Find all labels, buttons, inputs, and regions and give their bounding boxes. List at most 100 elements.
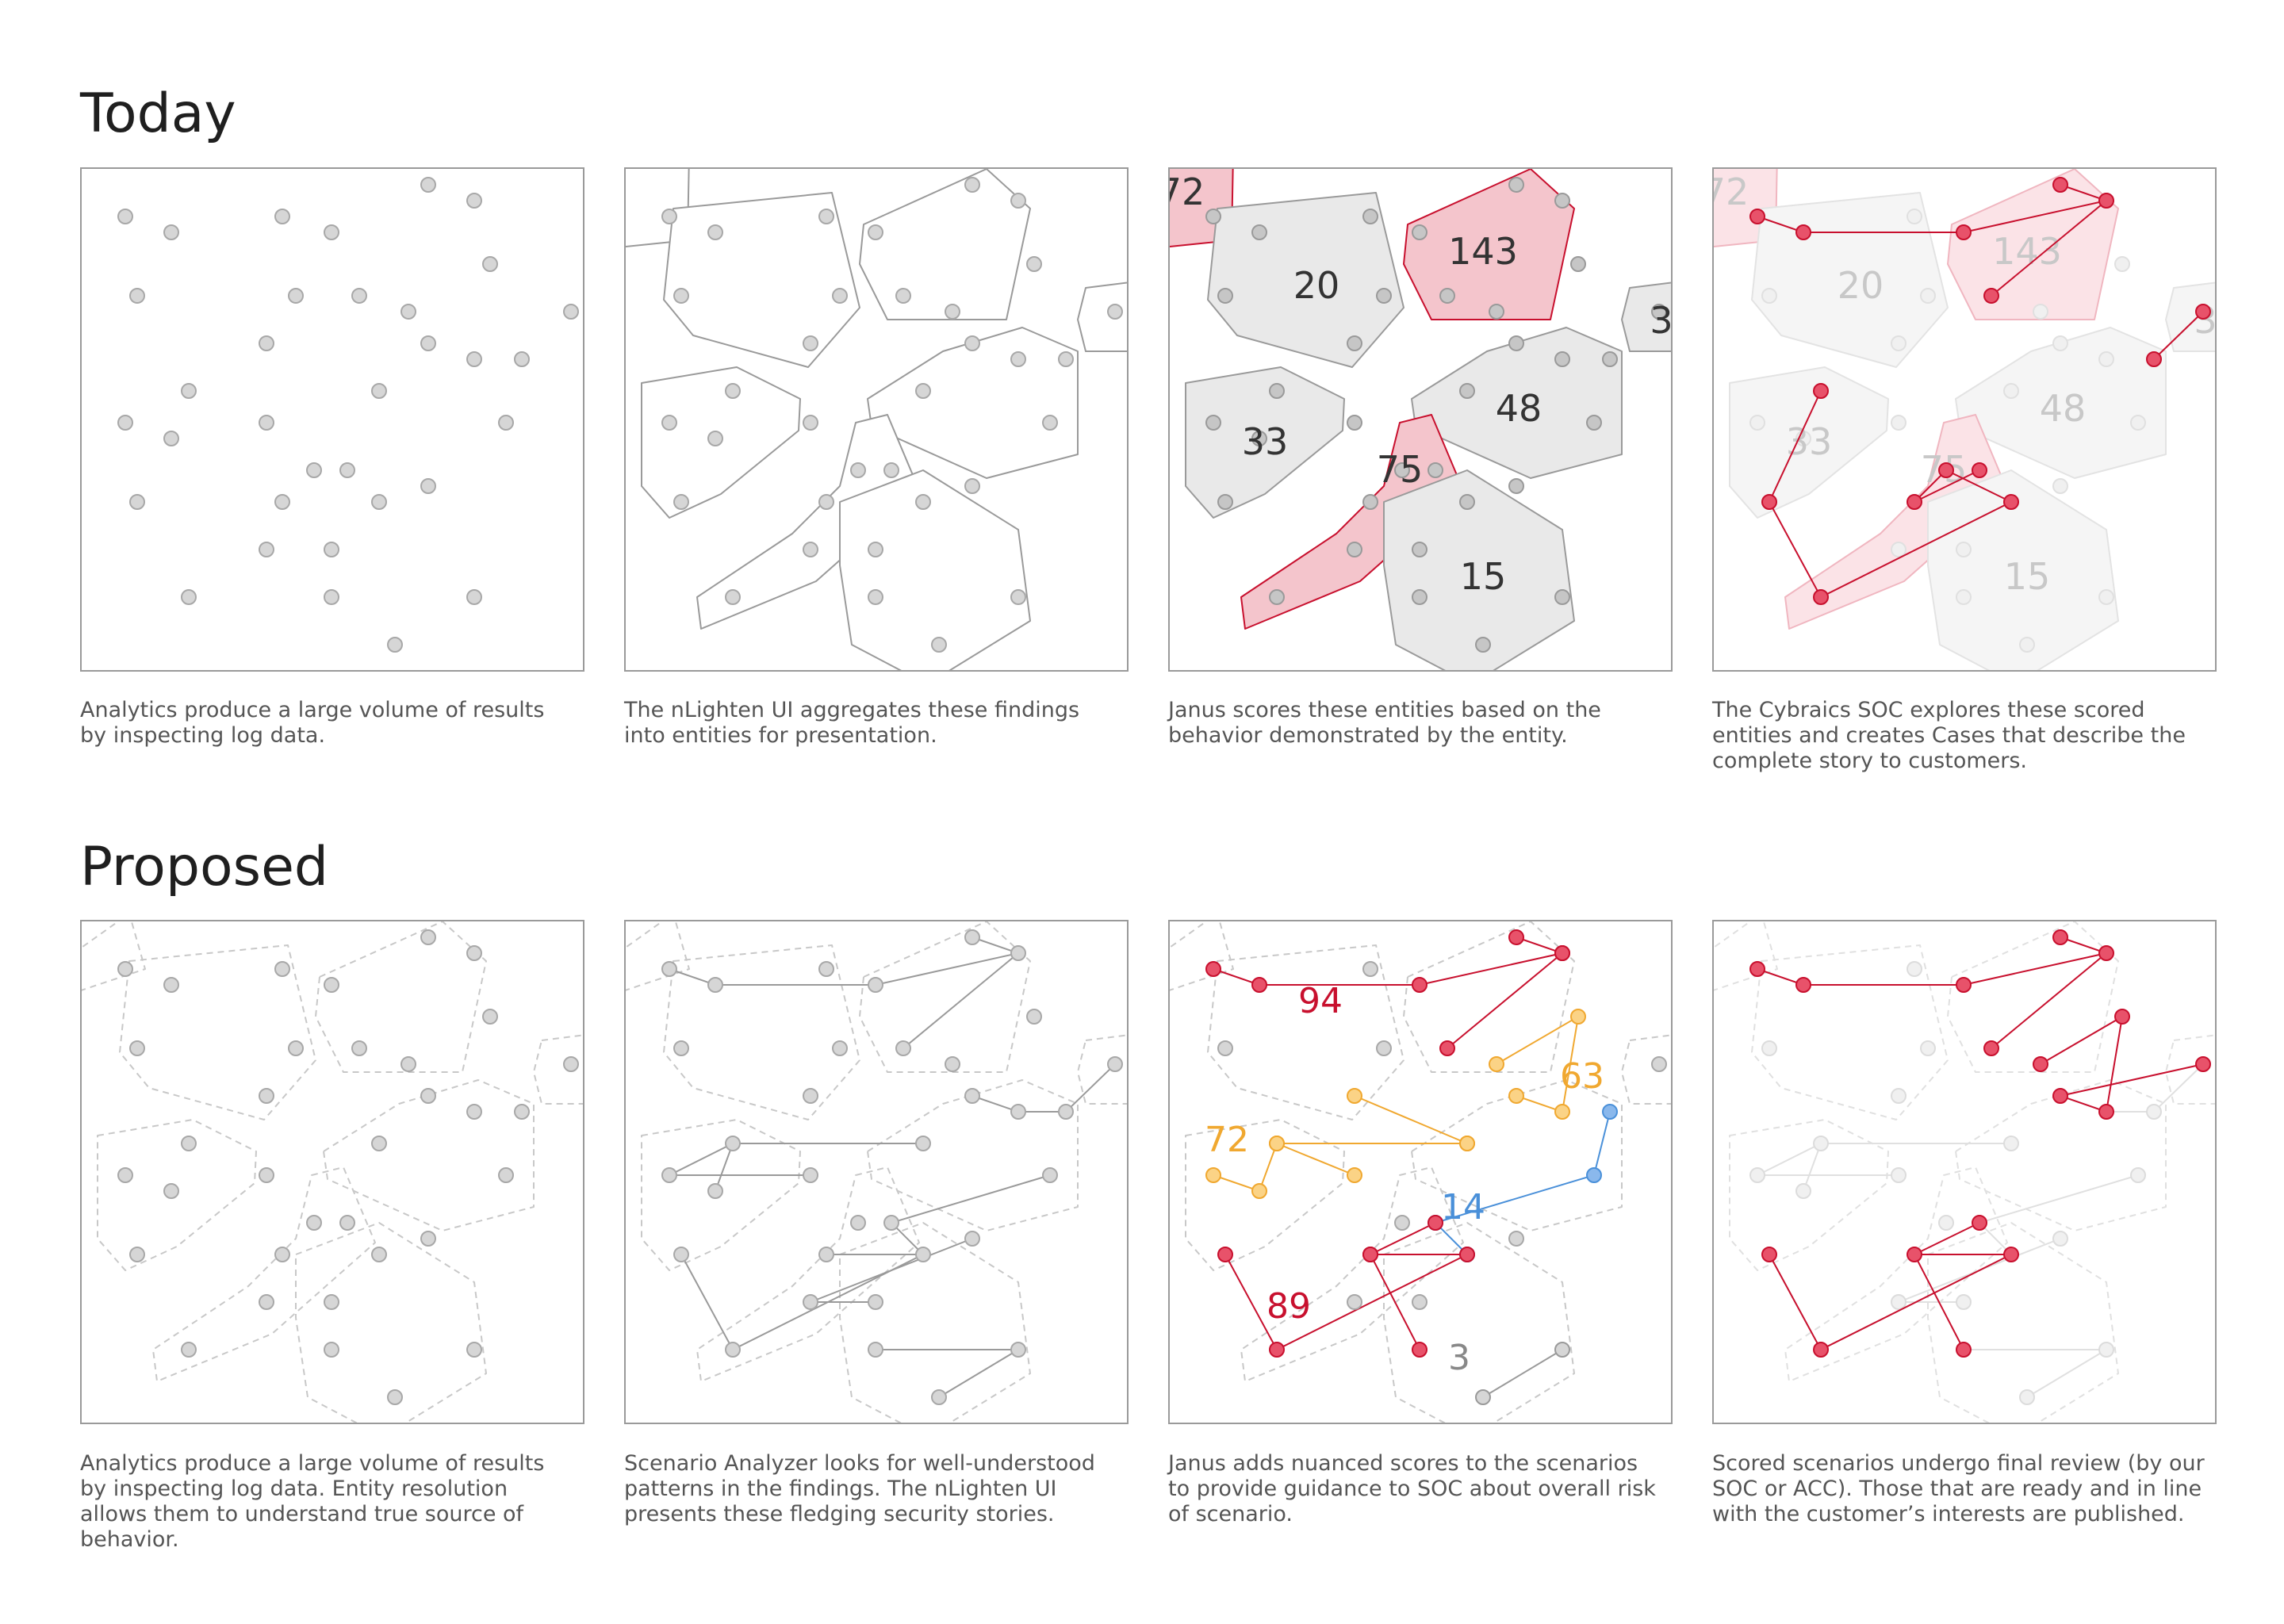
today-scored-diagram: 7220143333487515 bbox=[1170, 169, 1671, 670]
entity-dashed-outline bbox=[1207, 944, 1405, 1120]
finding-node bbox=[915, 494, 931, 510]
finding-node bbox=[945, 304, 960, 320]
finding-node bbox=[964, 478, 980, 494]
finding-node bbox=[1651, 304, 1667, 320]
finding-node bbox=[466, 589, 482, 605]
finding-node bbox=[883, 1215, 899, 1231]
entity-shape bbox=[1403, 169, 1575, 320]
entity-score: 48 bbox=[1496, 387, 1542, 430]
proposed-scored-diagram: 94 72 63 14 89 3 bbox=[1170, 921, 1671, 1423]
finding-node-faded bbox=[2003, 1136, 2019, 1151]
scored-scenario-node bbox=[1269, 1342, 1285, 1358]
finding-node bbox=[274, 209, 290, 224]
scored-scenario-node bbox=[1475, 1389, 1491, 1405]
finding-node bbox=[1362, 209, 1378, 224]
finding-node bbox=[707, 1183, 723, 1199]
entity-dashed-outline bbox=[1751, 944, 1949, 1120]
scored-scenario-link bbox=[1224, 1222, 1468, 1351]
finding-node bbox=[1602, 351, 1618, 367]
finding-node-faded bbox=[1891, 1167, 1907, 1183]
scored-scenario-node bbox=[1205, 961, 1221, 977]
finding-node bbox=[1269, 589, 1285, 605]
entity-dashed-outline bbox=[119, 944, 316, 1120]
scenario-link bbox=[971, 1063, 1116, 1113]
finding-node bbox=[288, 1040, 304, 1056]
entity-dashed-outline bbox=[1714, 921, 1778, 991]
finding-node-faded bbox=[2052, 335, 2068, 351]
finding-node bbox=[868, 224, 883, 240]
finding-node bbox=[117, 209, 133, 224]
finding-node bbox=[1010, 1104, 1026, 1120]
case-node bbox=[1813, 589, 1829, 605]
finding-node bbox=[673, 288, 689, 304]
finding-node bbox=[466, 351, 482, 367]
entity-score: 75 bbox=[1377, 448, 1424, 491]
today-heading: Today bbox=[80, 82, 236, 145]
finding-node bbox=[818, 961, 834, 977]
entity-dashed-outline bbox=[97, 1119, 257, 1271]
entity-dashed-outline bbox=[1411, 1079, 1623, 1231]
finding-node bbox=[129, 1040, 145, 1056]
finding-node bbox=[1107, 304, 1123, 320]
today-caption-4: The Cybraics SOC explores these scored e… bbox=[1712, 698, 2186, 773]
scored-scenario-node bbox=[1205, 1167, 1221, 1183]
scored-scenario-node bbox=[1217, 1247, 1233, 1262]
published-scenario-link bbox=[1769, 1222, 2012, 1351]
finding-node bbox=[725, 383, 741, 399]
finding-node-faded bbox=[1956, 1294, 1972, 1310]
finding-node-faded bbox=[1907, 209, 1922, 224]
published-scenario-node bbox=[2098, 945, 2114, 961]
case-node bbox=[1983, 288, 1999, 304]
finding-node bbox=[181, 1342, 197, 1358]
finding-node bbox=[117, 961, 133, 977]
entity-outline bbox=[859, 169, 1031, 320]
finding-node bbox=[563, 304, 579, 320]
published-scenario-node bbox=[1795, 977, 1811, 993]
published-scenario-node bbox=[2114, 1009, 2130, 1025]
scored-scenario-link bbox=[1496, 1015, 1580, 1113]
scored-scenario-node bbox=[1459, 1136, 1475, 1151]
finding-node bbox=[351, 1040, 367, 1056]
scored-scenario-link bbox=[1482, 1349, 1563, 1398]
finding-node-faded bbox=[2019, 637, 2035, 653]
entity-score: 15 bbox=[1460, 555, 1507, 598]
finding-node bbox=[818, 1247, 834, 1262]
proposed-panel-published bbox=[1712, 920, 2217, 1424]
finding-node bbox=[498, 1167, 514, 1183]
finding-node bbox=[1394, 462, 1410, 478]
finding-node bbox=[964, 1231, 980, 1247]
finding-node bbox=[1042, 415, 1058, 431]
finding-node bbox=[1412, 542, 1428, 557]
published-scenario-node bbox=[1813, 1342, 1829, 1358]
finding-node-faded bbox=[1956, 589, 1972, 605]
finding-node bbox=[274, 1247, 290, 1262]
today-entities-diagram bbox=[626, 169, 1127, 670]
scored-scenario-node bbox=[1251, 1183, 1267, 1199]
today-panel-findings bbox=[80, 167, 584, 672]
finding-node-faded bbox=[1938, 1215, 1954, 1231]
entity-dashed-outline bbox=[1170, 921, 1234, 991]
proposed-scenarios-diagram bbox=[626, 921, 1127, 1423]
finding-node bbox=[895, 1040, 911, 1056]
finding-node bbox=[1217, 288, 1233, 304]
case-node bbox=[2098, 193, 2114, 209]
finding-node-faded bbox=[1749, 415, 1765, 431]
published-scenario-node bbox=[1983, 1040, 1999, 1056]
finding-node-faded bbox=[2033, 304, 2048, 320]
entity-dashed-outline bbox=[1403, 921, 1575, 1073]
today-cases-diagram: 7220143333487515 bbox=[1714, 169, 2215, 670]
finding-node bbox=[818, 494, 834, 510]
scored-scenario-link bbox=[1370, 1254, 1420, 1350]
scored-scenario-link bbox=[1354, 1095, 1468, 1144]
finding-node bbox=[324, 589, 339, 605]
finding-node-faded bbox=[1891, 542, 1907, 557]
finding-node-faded bbox=[1920, 1040, 1936, 1056]
scored-scenario-node bbox=[1554, 1342, 1570, 1358]
finding-node bbox=[420, 335, 436, 351]
scored-scenario-node bbox=[1439, 1040, 1455, 1056]
finding-node bbox=[964, 177, 980, 193]
finding-node bbox=[1010, 589, 1026, 605]
published-scenario-node bbox=[2052, 929, 2068, 945]
published-scenario-node bbox=[2052, 1088, 2068, 1104]
case-node bbox=[1795, 224, 1811, 240]
